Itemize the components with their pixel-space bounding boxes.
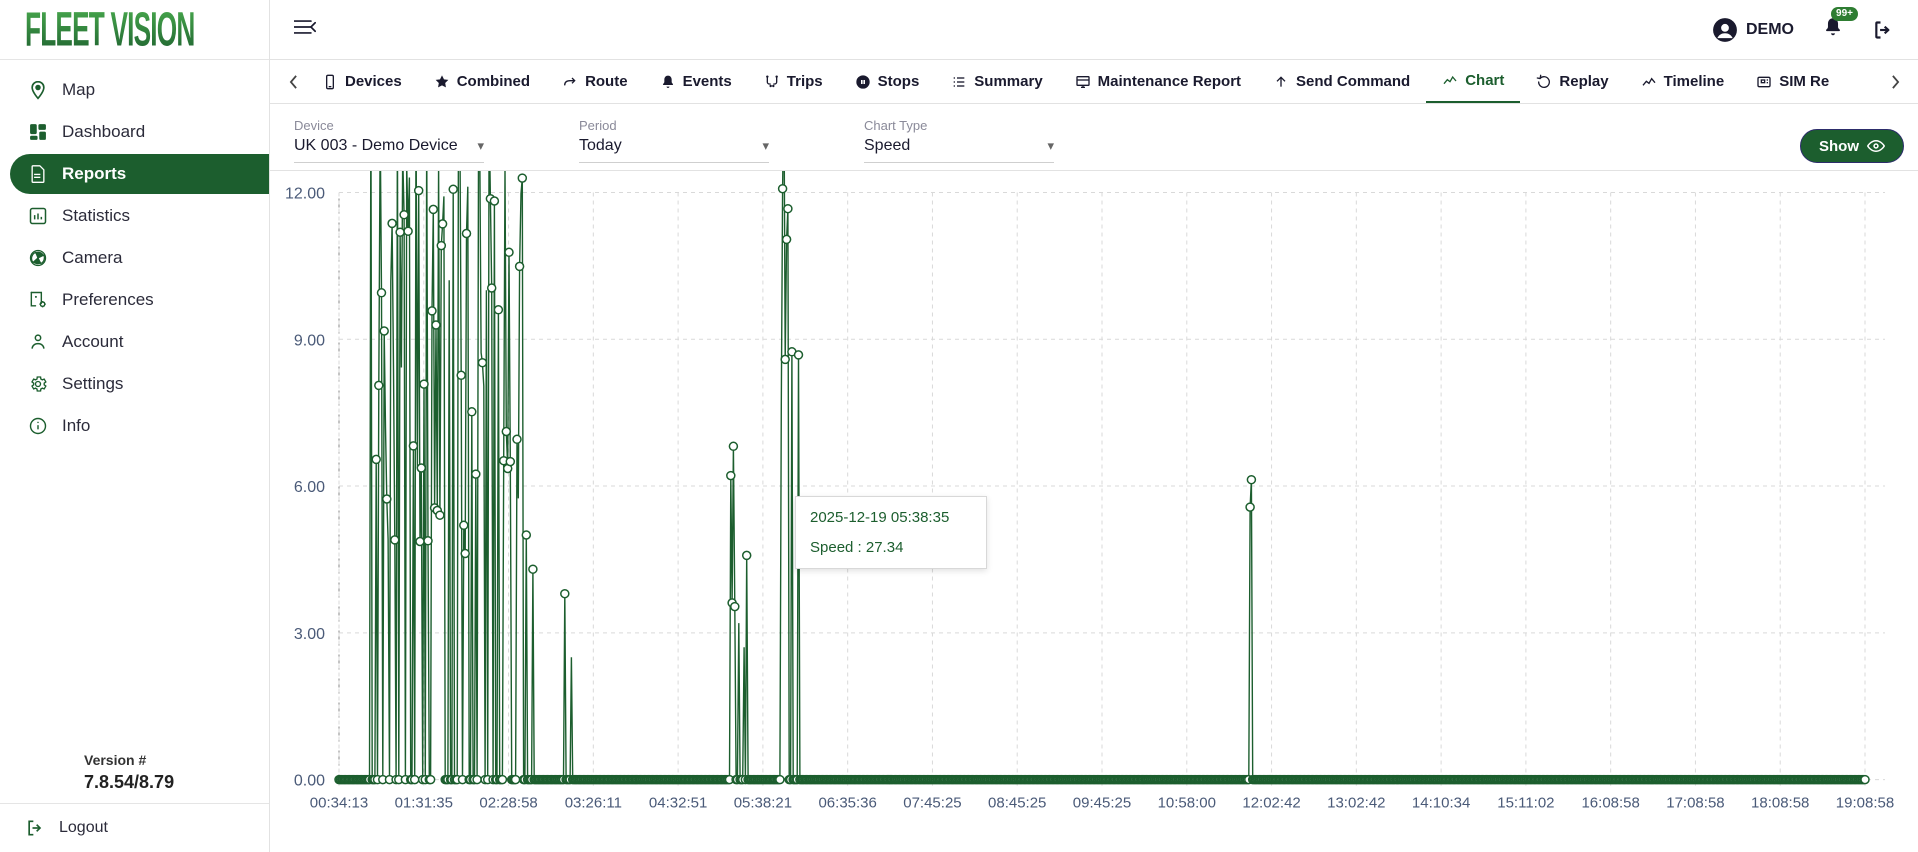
svg-text:08:45:25: 08:45:25: [988, 795, 1046, 812]
svg-text:3.00: 3.00: [294, 626, 325, 643]
svg-text:07:45:25: 07:45:25: [903, 795, 961, 812]
svg-text:01:31:35: 01:31:35: [395, 795, 453, 812]
svg-text:02:28:58: 02:28:58: [479, 795, 537, 812]
svg-text:09:45:25: 09:45:25: [1073, 795, 1131, 812]
svg-text:12.00: 12.00: [285, 186, 325, 203]
svg-text:19:08:58: 19:08:58: [1836, 795, 1894, 812]
svg-text:17:08:58: 17:08:58: [1666, 795, 1724, 812]
svg-text:14:10:34: 14:10:34: [1412, 795, 1470, 812]
svg-text:0.00: 0.00: [294, 773, 325, 790]
svg-text:00:34:13: 00:34:13: [310, 795, 368, 812]
svg-text:03:26:11: 03:26:11: [565, 795, 622, 812]
svg-text:16:08:58: 16:08:58: [1581, 795, 1639, 812]
svg-text:12:02:42: 12:02:42: [1242, 795, 1300, 812]
svg-text:9.00: 9.00: [294, 332, 325, 349]
svg-text:04:32:51: 04:32:51: [649, 795, 707, 812]
svg-text:05:38:21: 05:38:21: [734, 795, 792, 812]
svg-text:18:08:58: 18:08:58: [1751, 795, 1809, 812]
svg-text:10:58:00: 10:58:00: [1158, 795, 1216, 812]
svg-text:6.00: 6.00: [294, 479, 325, 496]
svg-text:06:35:36: 06:35:36: [818, 795, 876, 812]
svg-text:13:02:42: 13:02:42: [1327, 795, 1385, 812]
svg-text:15:11:02: 15:11:02: [1497, 795, 1554, 812]
